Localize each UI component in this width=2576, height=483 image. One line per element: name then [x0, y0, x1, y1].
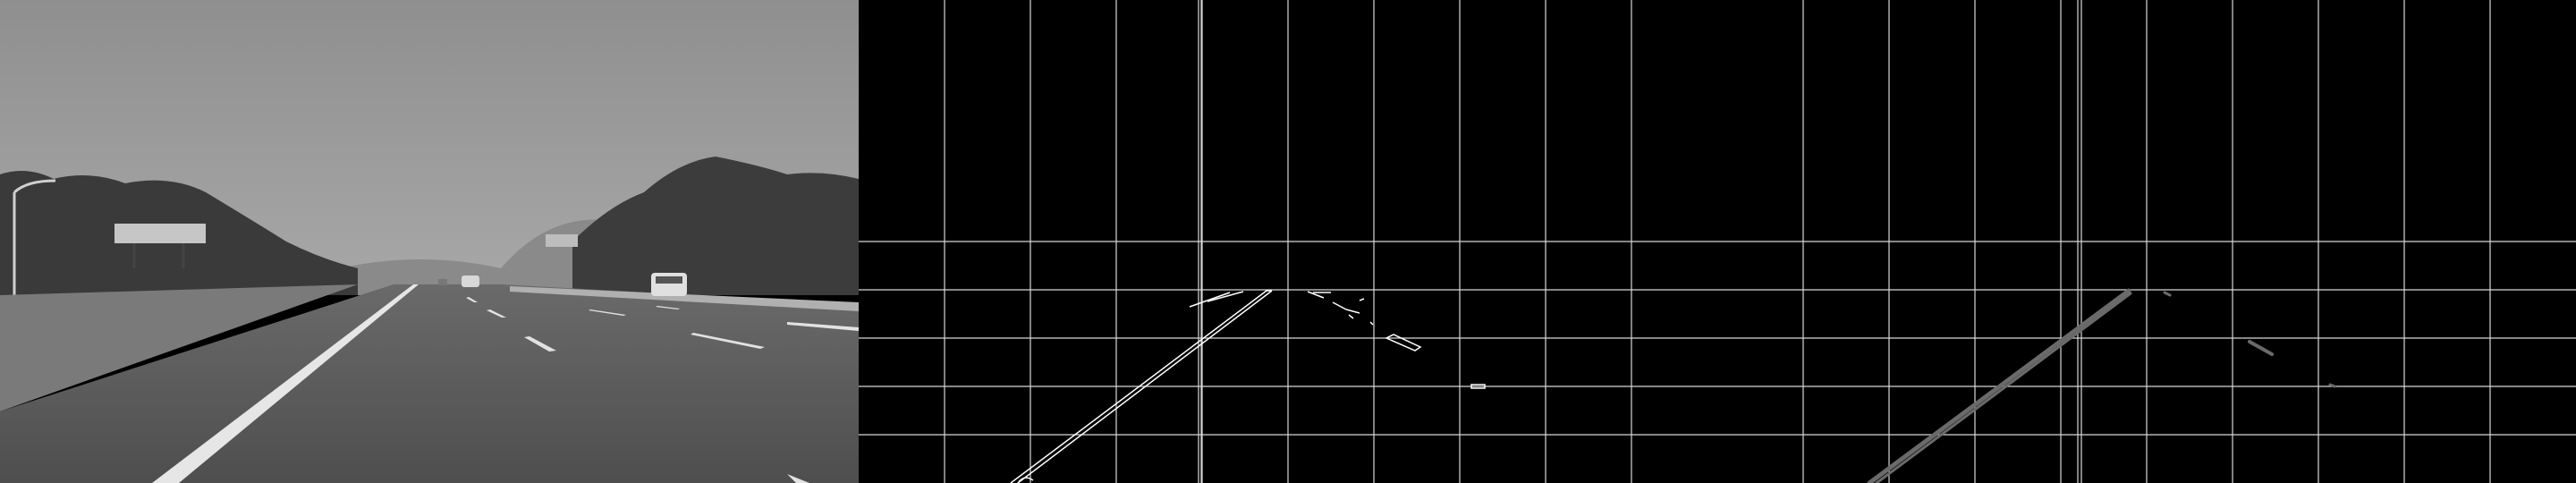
- guard-rail: [510, 286, 859, 311]
- roadside-grass: [0, 284, 358, 411]
- grid-lines: [1717, 0, 2576, 483]
- edges-svg: [859, 0, 1717, 483]
- canny-edges-image: [859, 0, 1717, 483]
- tree-line-right: [572, 157, 859, 295]
- billboard: [114, 224, 206, 243]
- hough-line-segments: [1867, 288, 2336, 483]
- grid-lines: [859, 0, 1717, 483]
- road: [0, 284, 859, 483]
- road-scene-svg: [0, 0, 859, 483]
- lane-line-solid: [152, 284, 419, 483]
- lane-line-dashed: [466, 297, 859, 483]
- grayscale-road-image: [0, 0, 859, 483]
- edge-strokes: [1010, 290, 1486, 483]
- road-sign: [546, 234, 578, 247]
- hough-lines-image: [1717, 0, 2576, 483]
- vehicle-suv: [651, 273, 687, 296]
- vehicle-car: [462, 275, 479, 287]
- hough-svg: [1717, 0, 2576, 483]
